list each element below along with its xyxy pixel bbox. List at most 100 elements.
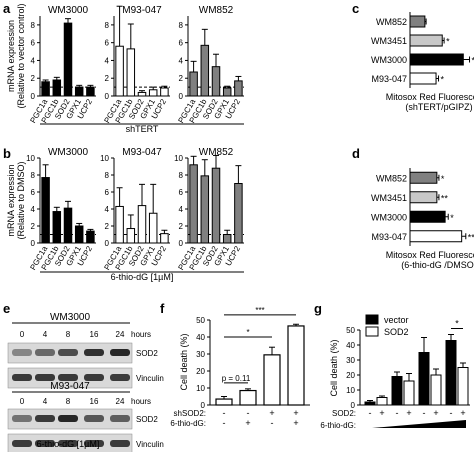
bar — [200, 44, 210, 97]
y-tick-label: 0 — [179, 92, 184, 101]
blot-band — [58, 415, 78, 422]
significance-label: * — [455, 319, 459, 329]
blot-timepoint: 4 — [43, 330, 48, 339]
bar — [41, 177, 50, 244]
significance-star: * — [441, 174, 445, 184]
condition-sign: + — [269, 408, 274, 418]
blot-timepoint: 8 — [66, 397, 71, 406]
category-label: WM852 — [376, 173, 407, 183]
significance-star: ** — [441, 193, 449, 203]
x-axis-label: (shTERT/pGIPZ) — [405, 102, 472, 112]
bar — [148, 212, 158, 244]
bar — [234, 183, 243, 244]
condition-row-label: 6-thio-dG: — [170, 419, 206, 428]
panel-e-western-blot: WM3000 0 4 8 16 24 hours SOD2 Vinculin M93-047 0 4 8… — [7, 312, 164, 452]
condition-sign: - — [423, 408, 426, 418]
y-tick-label: 4 — [179, 56, 184, 65]
subplot-title: WM3000 — [48, 147, 88, 158]
blot-band — [12, 349, 32, 356]
condition-sign: + — [433, 408, 438, 418]
y-tick-label: 40 — [196, 333, 205, 342]
y-tick-label: 30 — [346, 356, 355, 365]
condition-sign: + — [293, 418, 298, 428]
y-tick-label: 0 — [31, 239, 36, 248]
blot-timepoint: 16 — [90, 397, 99, 406]
y-tick-label: 8 — [179, 21, 184, 30]
y-tick-label: 20 — [196, 367, 205, 376]
subplot-title: WM3000 — [48, 5, 88, 16]
y-tick-label: 8 — [31, 171, 36, 180]
y-tick-label: 6 — [179, 39, 184, 48]
condition-sign: - — [271, 418, 274, 428]
blot-time-unit: hours — [131, 330, 151, 339]
category-label: WM3000 — [371, 212, 407, 222]
panel-letter-f: f — [160, 301, 165, 316]
bar — [234, 80, 243, 97]
bar — [263, 354, 281, 406]
y-tick-label: 0 — [105, 239, 110, 248]
y-tick-label: 10 — [346, 386, 355, 395]
panel-letter-e: e — [3, 301, 10, 316]
y-tick-label: 0 — [179, 239, 184, 248]
y-tick-label: 4 — [31, 56, 36, 65]
bar — [287, 325, 305, 406]
y-tick-label: 2 — [31, 74, 36, 83]
blot-band-label: SOD2 — [136, 349, 158, 358]
y-tick-label: 50 — [196, 316, 205, 325]
blot-band — [35, 349, 55, 356]
bar — [409, 171, 438, 184]
bar — [409, 72, 437, 85]
bar — [215, 398, 233, 406]
bar — [115, 45, 124, 97]
blot-timepoint: 24 — [116, 330, 125, 339]
bar — [211, 167, 221, 244]
blot-band — [58, 440, 78, 447]
y-tick-label: 6 — [31, 188, 36, 197]
y-tick-label: 6 — [31, 39, 36, 48]
subplot-title: M93-047 — [122, 5, 162, 16]
panel-letter-g: g — [314, 301, 322, 316]
blot-band — [12, 440, 32, 447]
bar — [409, 53, 464, 66]
blot-band-label: Vinculin — [136, 440, 164, 449]
panel-letter-a: a — [3, 1, 11, 16]
x-axis-label: Mitosox Red Fluorescence — [386, 250, 474, 260]
bar — [86, 86, 95, 97]
bar — [239, 389, 257, 406]
blot-band — [58, 349, 78, 356]
significance-star: * — [472, 56, 474, 66]
blot-timepoint: 16 — [90, 330, 99, 339]
significance-star: ** — [468, 232, 474, 242]
y-tick-label: 40 — [346, 341, 355, 350]
category-label: WM3000 — [371, 55, 407, 65]
group-label: 6-thio-dG [1µM] — [111, 272, 174, 282]
blot-timepoint: 24 — [116, 397, 125, 406]
panel-letter-b: b — [3, 146, 11, 161]
bar — [115, 205, 124, 244]
bar — [41, 81, 50, 97]
blot-band — [110, 440, 130, 447]
condition-sign: - — [369, 408, 372, 418]
y-tick-label: 0 — [351, 401, 356, 410]
y-axis-label: mRNA expression — [6, 20, 16, 92]
bar — [200, 175, 210, 244]
bar — [148, 89, 158, 97]
bar — [409, 191, 438, 204]
x-axis-label: (6-thio-dG /DMSO) — [401, 260, 474, 270]
panel-b-chart: mRNA expression (Relative to DMSO) WM3000 0… — [6, 147, 244, 282]
bar — [189, 164, 198, 244]
bar — [86, 230, 95, 244]
significance-label: *** — [255, 306, 264, 315]
significance-star: * — [446, 37, 450, 47]
bar — [409, 34, 443, 47]
condition-sign: - — [223, 408, 226, 418]
y-tick-label: 4 — [105, 56, 110, 65]
condition-row-label: SOD2: — [332, 409, 356, 418]
bar — [445, 340, 457, 406]
blot-timepoint: 4 — [43, 397, 48, 406]
bar — [63, 207, 73, 244]
y-tick-label: 2 — [105, 74, 110, 83]
bar — [211, 66, 221, 97]
blot-band — [110, 374, 130, 381]
y-tick-label: 8 — [179, 171, 184, 180]
